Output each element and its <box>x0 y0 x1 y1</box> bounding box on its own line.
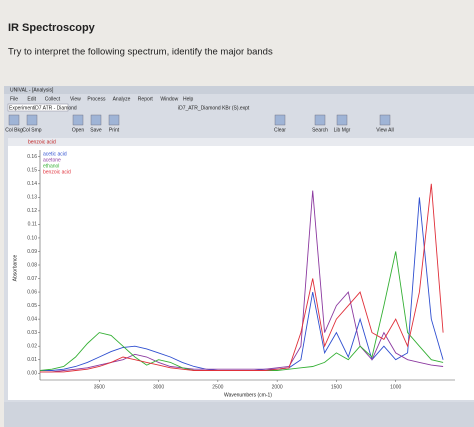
toolbar-label: Clear <box>274 127 286 133</box>
menu-item[interactable]: Collect <box>45 96 61 102</box>
x-axis-label: Wavenumbers (cm-1) <box>224 392 272 398</box>
toolbar-button[interactable] <box>8 114 20 126</box>
y-tick-label: 0.14 <box>27 181 37 187</box>
x-tick-label: 2000 <box>272 384 283 390</box>
toolbar-label: View All <box>376 127 393 133</box>
toolbar-button[interactable] <box>379 114 391 126</box>
menu-item[interactable]: Report <box>138 96 154 102</box>
experiment-label: Experiment <box>9 105 35 111</box>
y-tick-label: 0.08 <box>27 262 37 268</box>
status-area <box>4 402 474 427</box>
spectrum-bar <box>8 138 474 146</box>
y-tick-label: 0.03 <box>27 330 37 336</box>
menu-item[interactable]: Analyze <box>113 96 131 102</box>
menu-item[interactable]: Window <box>160 96 178 102</box>
toolbar-label: Lib Mgr <box>334 127 351 133</box>
x-tick-label: 3000 <box>153 384 164 390</box>
y-axis-label: Absorbance <box>12 254 18 281</box>
menu-item[interactable]: Help <box>183 96 194 102</box>
experiment-box[interactable] <box>7 103 69 112</box>
toolbar-label: Col Bkg <box>5 127 23 133</box>
y-tick-label: 0.12 <box>27 208 37 214</box>
y-tick-label: 0.00 <box>27 371 37 377</box>
toolbar-label: Print <box>109 127 120 133</box>
menu-item[interactable]: File <box>10 96 18 102</box>
y-tick-label: 0.01 <box>27 357 37 363</box>
toolbar-button[interactable] <box>26 114 38 126</box>
experiment: iD7 ATR - Diamond <box>34 105 77 111</box>
toolbar: Col Bkg Col Smp Open Save Print Clear Search Li… <box>5 114 394 133</box>
y-tick-label: 0.09 <box>27 249 37 255</box>
toolbar-button[interactable] <box>314 114 326 126</box>
document-title: iD7_ATR_Diamond KBr (S).expt <box>178 105 250 111</box>
toolbar-label: Col Smp <box>22 127 41 133</box>
instruction: Try to interpret the following spectrum,… <box>8 47 273 58</box>
menu-item[interactable]: Edit <box>27 96 36 102</box>
page-title: IR Spectroscopy <box>8 22 96 34</box>
y-tick-label: 0.05 <box>27 303 37 309</box>
y-tick-label: 0.02 <box>27 344 37 350</box>
toolbar-label: Search <box>312 127 328 133</box>
legend-entry: acetone <box>43 157 61 163</box>
title-bar <box>4 86 474 94</box>
y-tick-label: 0.07 <box>27 276 37 282</box>
toolbar-label: Save <box>90 127 102 133</box>
spectrum-line <box>40 183 444 373</box>
y-tick-label: 0.13 <box>27 195 37 201</box>
legend-entry: ethanol <box>43 163 59 169</box>
toolbar-button[interactable] <box>72 114 84 126</box>
menu-bar: File Edit Collect View Process Analyze Report W… <box>10 96 194 102</box>
y-tick-label: 0.06 <box>27 289 37 295</box>
y-tick-label: 0.15 <box>27 168 37 174</box>
legend-entry: benzoic acid <box>43 169 71 175</box>
plot-panel <box>8 146 474 400</box>
menu-item[interactable]: View <box>70 96 81 102</box>
y-tick-label: 0.16 <box>27 154 37 160</box>
toolbar-button[interactable] <box>336 114 348 126</box>
y-tick-label: 0.10 <box>27 235 37 241</box>
menu-item[interactable]: Process <box>87 96 106 102</box>
toolbar-label: Open <box>72 127 84 133</box>
selected-spectrum[interactable]: benzoic acid <box>28 139 56 145</box>
toolbar-button[interactable] <box>90 114 102 126</box>
x-tick-label: 1000 <box>390 384 401 390</box>
y-tick-label: 0.04 <box>27 316 37 322</box>
x-tick-label: 2500 <box>212 384 223 390</box>
x-tick-label: 1500 <box>331 384 342 390</box>
x-tick-label: 3500 <box>94 384 105 390</box>
window-title: UNIVAL - [Analysis] <box>10 87 54 93</box>
legend-entry: acetic acid <box>43 151 67 157</box>
y-tick-label: 0.11 <box>28 222 38 228</box>
toolbar-button[interactable] <box>108 114 120 126</box>
toolbar-button[interactable] <box>274 114 286 126</box>
